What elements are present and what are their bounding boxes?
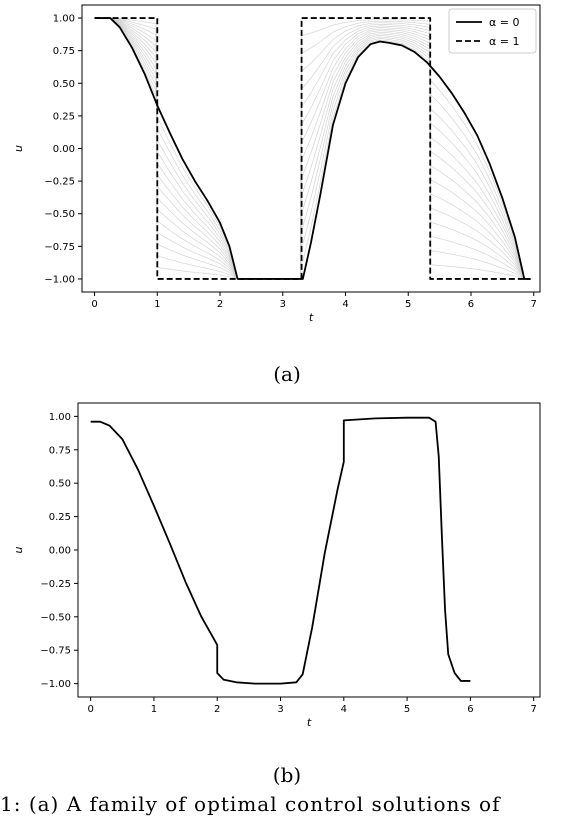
y-tick-label: 0.00 <box>53 144 75 155</box>
panel-b-label: (b) <box>272 763 302 787</box>
y-axis-label: u <box>12 145 25 152</box>
family-curve <box>94 17 530 280</box>
x-tick-label: 1 <box>154 299 160 310</box>
plot-frame <box>77 402 541 698</box>
y-axis-label: u <box>12 546 25 553</box>
y-tick-label: 0.00 <box>49 546 71 557</box>
x-tick-label: 3 <box>280 299 286 310</box>
series-line--0 <box>94 17 531 280</box>
family-curve <box>94 17 530 280</box>
x-tick-label: 4 <box>341 704 347 715</box>
x-tick-label: 7 <box>530 704 536 715</box>
y-tick-label: −0.50 <box>44 209 75 220</box>
x-axis-label: t <box>307 716 312 729</box>
family-curve <box>94 17 530 280</box>
y-tick-label: 0.75 <box>49 445 71 456</box>
legend-box <box>448 8 537 54</box>
family-curve <box>94 17 530 280</box>
y-tick-label: 0.25 <box>49 512 71 523</box>
family-curve <box>94 17 530 280</box>
chart-panel-b: 0 1 2 3 4 5 6 7 −1.00 −0.75 −0.50 −0.25 0.00 0.25 0.50… <box>12 402 541 729</box>
legend-entry: α = 0 <box>489 16 519 29</box>
x-tick-label: 5 <box>405 299 411 310</box>
x-tick-label: 0 <box>87 704 93 715</box>
family-curve <box>94 17 530 280</box>
family-curve <box>94 17 530 280</box>
family-curves <box>94 17 530 280</box>
y-tick-label: 1.00 <box>53 14 75 25</box>
y-tick-label: −0.75 <box>40 646 71 657</box>
x-tick-label: 0 <box>91 299 97 310</box>
family-curve <box>94 17 530 280</box>
x-tick-label: 3 <box>277 704 283 715</box>
x-tick-label: 6 <box>468 299 474 310</box>
caption-fragment: 1: (a) A family of optimal control solut… <box>0 792 501 816</box>
y-tick-label: 0.25 <box>53 111 75 122</box>
x-tick-label: 4 <box>342 299 348 310</box>
x-axis-label: t <box>309 311 314 324</box>
y-tick-label: −1.00 <box>40 679 71 690</box>
family-curve <box>94 17 530 280</box>
family-curve <box>94 17 530 280</box>
y-tick-label: −0.25 <box>40 579 71 590</box>
family-curve <box>94 17 530 280</box>
family-curve <box>94 17 530 280</box>
y-tick-label: −0.75 <box>44 242 75 253</box>
x-tick-label: 1 <box>151 704 157 715</box>
x-tick-label: 2 <box>214 704 220 715</box>
y-tick-label: −0.50 <box>40 612 71 623</box>
y-tick-label: −1.00 <box>44 274 75 285</box>
x-tick-label: 5 <box>404 704 410 715</box>
y-tick-label: 0.50 <box>49 479 71 490</box>
y-tick-label: 1.00 <box>49 412 71 423</box>
family-curve <box>94 17 530 280</box>
series-line--1 <box>94 17 531 280</box>
y-tick-label: −0.25 <box>44 177 75 188</box>
legend-entry: α = 1 <box>489 35 519 48</box>
family-curve <box>94 17 530 280</box>
panel-a-label: (a) <box>273 362 301 386</box>
series-line-u <box>90 416 471 685</box>
y-tick-label: 0.50 <box>53 79 75 90</box>
chart-panel-a: 0 1 2 3 4 5 6 7 −1.00 −0.75 −0.50 −0.25 0.00 0.25 0.50… <box>12 4 541 324</box>
y-tick-label: 0.75 <box>53 46 75 57</box>
x-tick-label: 6 <box>467 704 473 715</box>
x-tick-label: 2 <box>217 299 223 310</box>
x-tick-label: 7 <box>531 299 537 310</box>
